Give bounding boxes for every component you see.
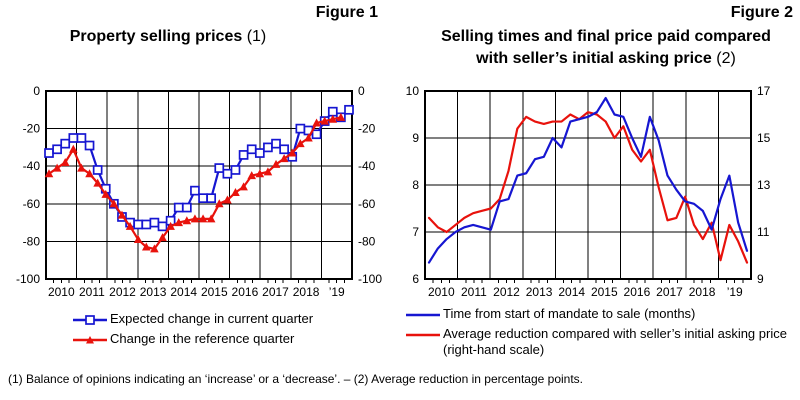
svg-text:2011: 2011: [79, 285, 105, 299]
legend-key-red-triangle-icon: [73, 336, 107, 344]
svg-text:2011: 2011: [461, 285, 487, 299]
svg-text:-40: -40: [23, 159, 41, 173]
figure2-legend: Time from start of mandate to sale (mont…: [405, 306, 788, 358]
svg-text:’19: ’19: [727, 285, 743, 299]
svg-text:-20: -20: [23, 122, 41, 136]
svg-text:2014: 2014: [558, 285, 585, 299]
series-1: [427, 111, 749, 264]
figure2-label: Figure 2: [730, 4, 793, 21]
legend-label: Average reduction compared with seller’s…: [443, 326, 787, 357]
svg-text:7: 7: [412, 225, 419, 239]
svg-text:13: 13: [757, 178, 771, 192]
svg-text:2012: 2012: [493, 285, 520, 299]
svg-text:9: 9: [757, 272, 764, 286]
plot-area: 0 -20 -40 -60 -80 -100 0 -20 -40 -60 -80 -100 2010 20…: [16, 84, 382, 299]
svg-text:2012: 2012: [109, 285, 136, 299]
legend-label: Expected change in current quarter: [110, 311, 314, 326]
figure1-title-suffix: (1): [242, 28, 267, 45]
svg-text:2013: 2013: [140, 285, 167, 299]
svg-text:2017: 2017: [656, 285, 683, 299]
svg-text:2013: 2013: [526, 285, 553, 299]
series-1: [44, 112, 346, 253]
legend-item: Time from start of mandate to sale (mont…: [405, 306, 788, 322]
svg-text:-60: -60: [358, 197, 376, 211]
gridlines: [46, 90, 352, 280]
svg-text:2010: 2010: [428, 285, 455, 299]
svg-text:-20: -20: [358, 122, 376, 136]
svg-text:2015: 2015: [201, 285, 228, 299]
svg-text:6: 6: [412, 272, 419, 286]
svg-text:15: 15: [757, 131, 771, 145]
figure2-title-line2: with seller’s initial asking price: [476, 50, 712, 67]
figure2-chart: 10 9 8 7 6 17 15 13 11 9 2010 2011 2012 2013 2014 2015 2…: [406, 84, 771, 299]
figure1-legend: Expected change in current quarter Chang…: [72, 311, 313, 347]
svg-text:2018: 2018: [689, 285, 716, 299]
figure2-title-suffix: (2): [711, 50, 736, 67]
legend-key-blue-square-icon: [73, 315, 107, 325]
legend-item: Expected change in current quarter: [72, 311, 313, 327]
quarter-ticks: [53, 279, 345, 283]
svg-text:2016: 2016: [232, 285, 259, 299]
svg-text:17: 17: [757, 84, 771, 98]
legend-label: Time from start of mandate to sale (mont…: [443, 306, 696, 321]
svg-text:2014: 2014: [170, 285, 197, 299]
svg-text:9: 9: [412, 131, 419, 145]
svg-text:2017: 2017: [262, 285, 289, 299]
svg-text:-80: -80: [23, 234, 41, 248]
legend-label: Change in the reference quarter: [110, 331, 295, 346]
svg-text:’19: ’19: [329, 285, 345, 299]
svg-text:-40: -40: [358, 159, 376, 173]
figure1-title: Property selling prices (1): [0, 26, 336, 48]
legend-item: Average reduction compared with seller’s…: [405, 326, 788, 358]
figure2-title: Selling times and final price paid compa…: [420, 26, 792, 70]
plot-border: [45, 90, 353, 280]
svg-text:0: 0: [358, 84, 365, 98]
svg-text:10: 10: [406, 84, 420, 98]
svg-text:-100: -100: [358, 272, 382, 286]
svg-text:-80: -80: [358, 234, 376, 248]
figure1-chart: 0 -20 -40 -60 -80 -100 0 -20 -40 -60 -80 -100 2010 20…: [16, 84, 382, 299]
axis-labels: 10 9 8 7 6 17 15 13 11 9 2010 2011 2012 2013 2014 2015 2…: [406, 84, 771, 299]
figure1-label: Figure 1: [315, 4, 378, 21]
gridlines: [425, 90, 751, 280]
svg-text:2018: 2018: [293, 285, 320, 299]
axis-labels: 0 -20 -40 -60 -80 -100 0 -20 -40 -60 -80 -100 2010 20…: [16, 84, 382, 299]
figure1-title-text: Property selling prices: [69, 28, 243, 45]
legend-key-red-line-icon: [406, 333, 440, 337]
svg-text:0: 0: [33, 84, 40, 98]
svg-text:2010: 2010: [48, 285, 75, 299]
series-0: [427, 96, 749, 264]
svg-text:2015: 2015: [591, 285, 618, 299]
svg-text:-100: -100: [16, 272, 40, 286]
legend-key-blue-line-icon: [406, 313, 440, 317]
plot-border: [424, 90, 752, 280]
svg-text:-60: -60: [23, 197, 41, 211]
svg-text:11: 11: [757, 225, 770, 239]
svg-text:2016: 2016: [624, 285, 651, 299]
plot-area: 10 9 8 7 6 17 15 13 11 9 2010 2011 2012 2013 2014 2015 2…: [406, 84, 771, 299]
footnote: (1) Balance of opinions indicating an ‘i…: [8, 372, 584, 386]
legend-item: Change in the reference quarter: [72, 331, 313, 347]
svg-text:8: 8: [412, 178, 419, 192]
figure2-title-line1: Selling times and final price paid compa…: [441, 28, 771, 45]
